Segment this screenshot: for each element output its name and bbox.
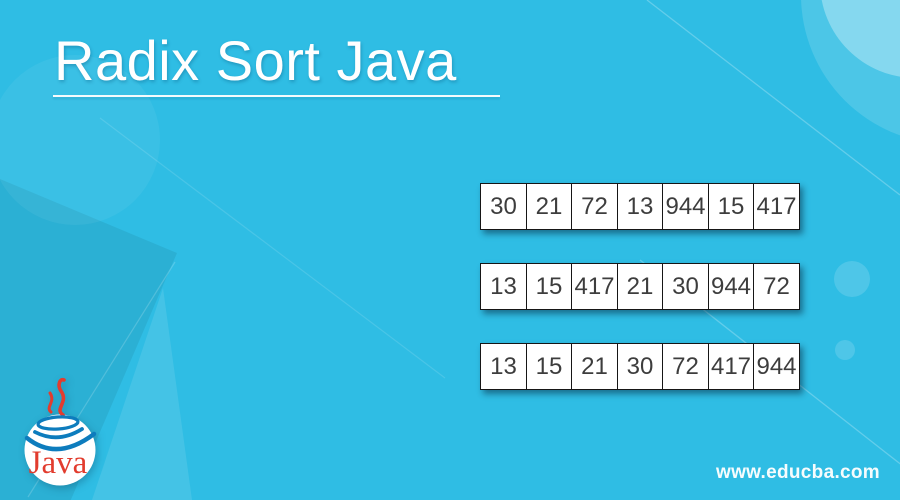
corner-circle-outer xyxy=(801,0,900,136)
array-cell: 30 xyxy=(480,183,527,230)
array-cell: 21 xyxy=(525,183,573,230)
array-cell: 417 xyxy=(571,263,618,310)
java-logo-text: Java xyxy=(29,445,88,481)
corner-circle-inner xyxy=(821,0,900,77)
array-cell: 15 xyxy=(707,183,755,230)
array-cell: 417 xyxy=(753,183,800,230)
soft-circle xyxy=(0,55,160,225)
java-cup-icon xyxy=(24,415,97,452)
array-cell: 417 xyxy=(707,343,755,390)
array-cell: 30 xyxy=(616,343,664,390)
java-logo: Java xyxy=(24,377,97,486)
bubble-circle xyxy=(835,340,855,360)
array-row-intermediate: 13 15 417 21 30 944 72 xyxy=(480,263,800,310)
array-cell: 15 xyxy=(525,343,573,390)
array-cell: 21 xyxy=(616,263,664,310)
page-title: Radix Sort Java xyxy=(54,29,457,92)
light-wedge-shape xyxy=(92,288,192,500)
array-cell: 30 xyxy=(662,263,709,310)
array-cell: 13 xyxy=(480,263,527,310)
array-cell: 72 xyxy=(753,263,800,310)
array-cell: 72 xyxy=(662,343,709,390)
bubble-circle xyxy=(834,261,870,297)
diagonal-line xyxy=(646,0,900,196)
array-row-unsorted: 30 21 72 13 944 15 417 xyxy=(480,183,800,230)
array-cell: 944 xyxy=(662,183,709,230)
array-cell: 13 xyxy=(616,183,664,230)
array-cell: 944 xyxy=(707,263,755,310)
array-row-sorted: 13 15 21 30 72 417 944 xyxy=(480,343,800,390)
array-cell: 72 xyxy=(571,183,618,230)
watermark-url: www.educba.com xyxy=(716,462,880,483)
title-underline xyxy=(53,95,500,97)
steam-icon xyxy=(47,377,66,417)
array-cell: 13 xyxy=(480,343,527,390)
array-cell: 944 xyxy=(753,343,800,390)
diagonal-line xyxy=(99,117,446,379)
array-cell: 21 xyxy=(571,343,618,390)
array-cell: 15 xyxy=(525,263,573,310)
